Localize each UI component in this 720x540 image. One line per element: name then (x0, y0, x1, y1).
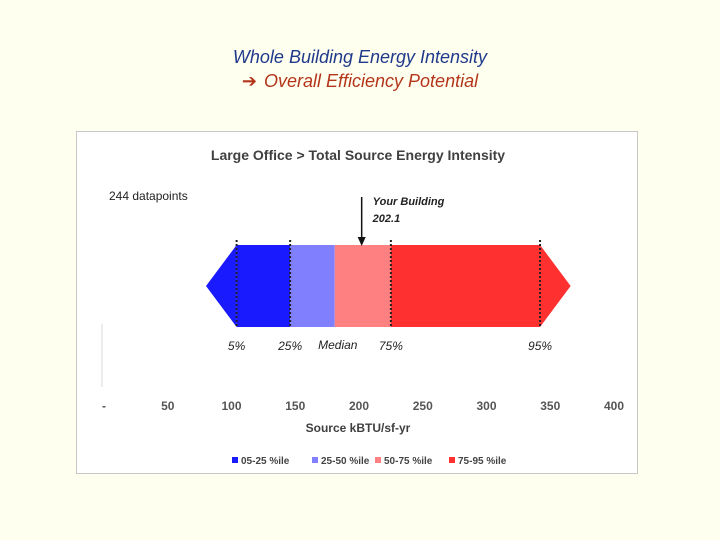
bar-05-25-ile (236, 245, 291, 327)
your-building-label: Your Building (373, 196, 445, 208)
legend-label: 75-95 %ile (458, 456, 507, 467)
slide-subtitle-text: Overall Efficiency Potential (264, 71, 479, 91)
x-tick-label: 350 (540, 399, 560, 413)
percentile-label: Median (318, 338, 358, 352)
percentile-label: 25% (277, 339, 302, 353)
chart-svg: Large Office > Total Source Energy Inten… (101, 147, 624, 467)
range-max-tip (540, 245, 571, 327)
percentile-label: 5% (228, 339, 246, 353)
x-tick-label: - (102, 399, 106, 413)
bar-50-75-ile (334, 245, 391, 327)
legend-label: 50-75 %ile (384, 456, 433, 467)
right-arrow-icon: ➔ (241, 71, 257, 91)
slide-title: Whole Building Energy Intensity (232, 47, 488, 67)
your-building-value: 202.1 (372, 213, 401, 225)
x-tick-label: 250 (413, 399, 433, 413)
datapoints-label: 244 datapoints (109, 189, 188, 203)
percentile-label: 95% (528, 339, 552, 353)
legend-swatch (449, 457, 455, 463)
x-tick-label: 400 (604, 399, 624, 413)
slide-subtitle: ➔ Overall Efficiency Potential (0, 71, 720, 92)
chart-panel: Large Office > Total Source Energy Inten… (76, 131, 638, 474)
x-axis-label: Source kBTU/sf-yr (306, 421, 411, 435)
legend-label: 05-25 %ile (241, 456, 290, 467)
bar-25-50-ile (290, 245, 335, 327)
percentile-label: 75% (379, 339, 403, 353)
your-building-arrow-head (357, 237, 366, 246)
chart-title: Large Office > Total Source Energy Inten… (211, 147, 505, 163)
range-min-tip (206, 245, 237, 327)
x-tick-label: 100 (221, 399, 241, 413)
bar-75-95-ile (390, 245, 541, 327)
x-tick-label: 300 (476, 399, 496, 413)
legend-label: 25-50 %ile (321, 456, 370, 467)
x-tick-label: 150 (285, 399, 305, 413)
legend-swatch (232, 457, 238, 463)
legend-swatch (375, 457, 381, 463)
legend-swatch (312, 457, 318, 463)
x-tick-label: 50 (161, 399, 175, 413)
x-tick-label: 200 (349, 399, 369, 413)
